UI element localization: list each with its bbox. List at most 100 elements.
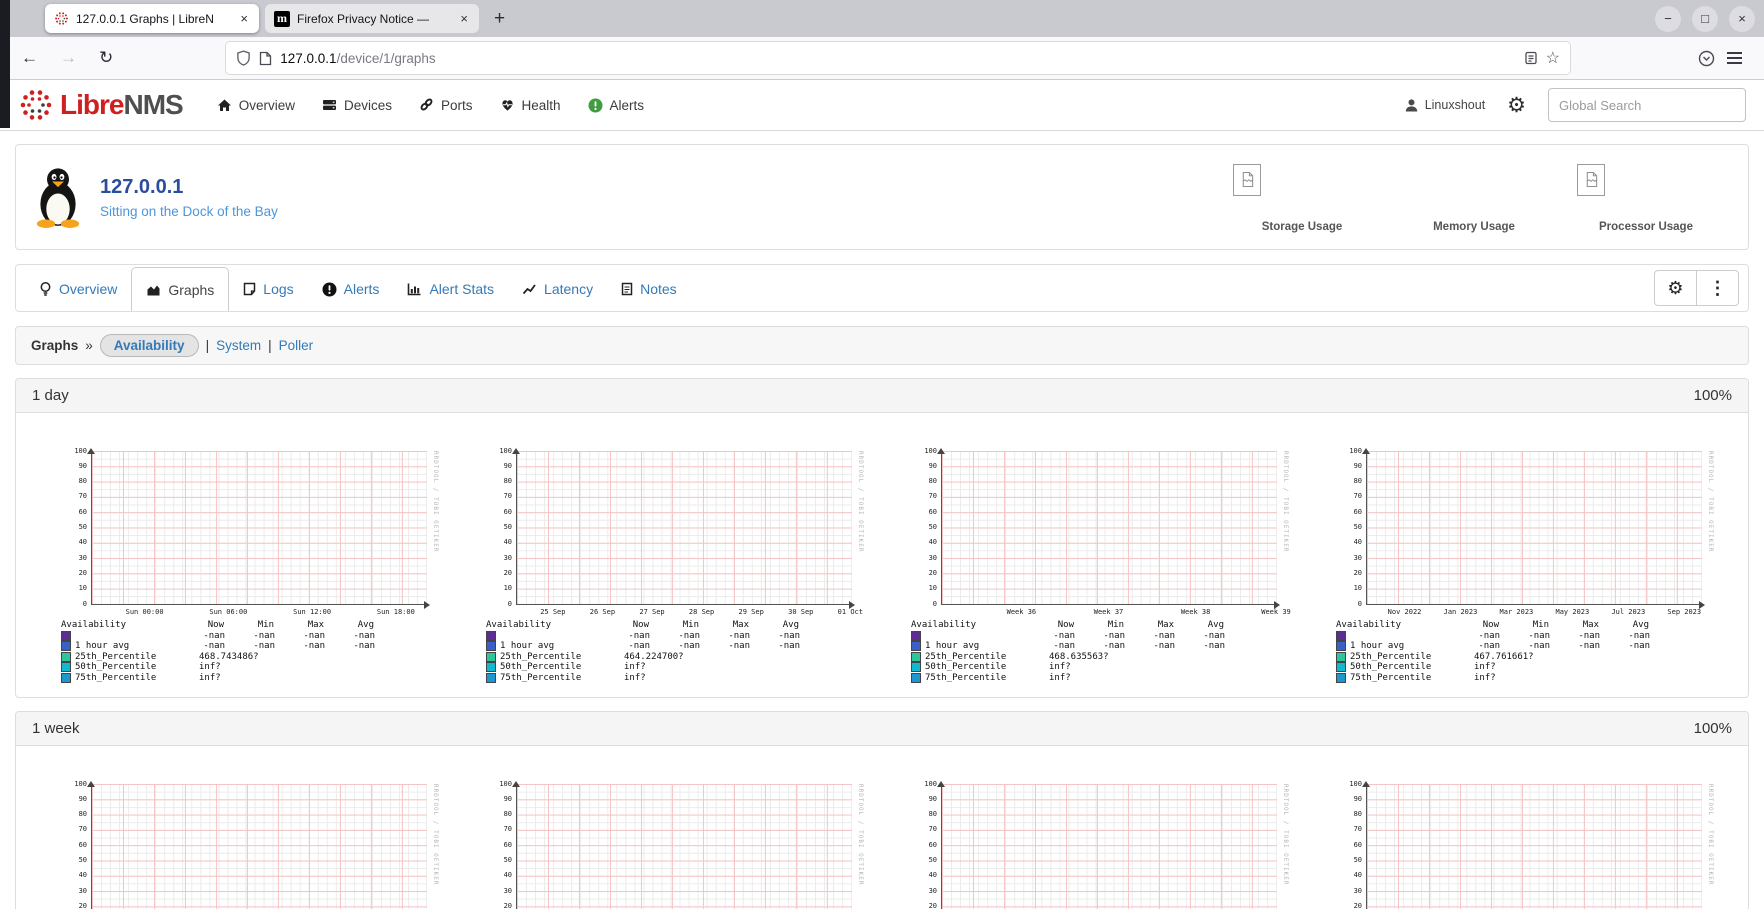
breadcrumb-selected-availability[interactable]: Availability bbox=[99, 334, 199, 357]
legend-header-cell: Now bbox=[1057, 620, 1074, 630]
legend-swatch bbox=[61, 662, 71, 673]
tab-graphs[interactable]: Graphs bbox=[131, 267, 230, 311]
y-tick-label: 30 bbox=[503, 886, 512, 895]
back-button[interactable]: ← bbox=[21, 48, 38, 67]
mini-graph-memory[interactable]: Memory Usage bbox=[1388, 162, 1560, 233]
section-availability-value: 100% bbox=[1693, 720, 1732, 737]
window-maximize-button[interactable]: □ bbox=[1692, 5, 1718, 32]
tab-close-icon[interactable]: × bbox=[240, 11, 248, 26]
breadcrumb-link-poller[interactable]: Poller bbox=[278, 338, 314, 353]
legend-row: 1 hour avg -nan -nan -nan -nan bbox=[911, 641, 1291, 652]
graph-settings-button[interactable]: ⚙ bbox=[1654, 270, 1696, 306]
mini-graph-storage[interactable]: Storage Usage bbox=[1216, 162, 1388, 233]
tab-alert-stats[interactable]: Alert Stats bbox=[393, 267, 508, 311]
tab-overview[interactable]: Overview bbox=[25, 267, 131, 311]
user-menu[interactable]: Linuxshout bbox=[1404, 98, 1485, 113]
y-tick-label: 70 bbox=[1353, 825, 1362, 834]
browser-tab-librenms[interactable]: 127.0.0.1 Graphs | LibreN × bbox=[45, 4, 259, 33]
bookmark-star-icon[interactable]: ☆ bbox=[1545, 50, 1560, 67]
y-tick-label: 70 bbox=[928, 825, 937, 834]
y-tick-label: 100 bbox=[1349, 779, 1362, 788]
nav-label: Ports bbox=[440, 97, 473, 113]
y-tick-label: 60 bbox=[928, 840, 937, 849]
nav-item-ports[interactable]: Ports bbox=[419, 98, 473, 113]
browser-tab-privacy-notice[interactable]: m Firefox Privacy Notice — × bbox=[265, 4, 479, 33]
section-title: 1 day bbox=[32, 387, 69, 404]
tab-notes[interactable]: Notes bbox=[607, 267, 691, 311]
settings-gear-icon[interactable]: ⚙ bbox=[1507, 93, 1526, 117]
nav-item-overview[interactable]: Overview bbox=[217, 98, 295, 113]
graphs-breadcrumb: Graphs » Availability | System | Poller bbox=[15, 326, 1749, 365]
y-tick-label: 100 bbox=[74, 446, 87, 455]
legend-value: -nan bbox=[1628, 630, 1650, 641]
x-tick-label: May 2023 bbox=[1555, 608, 1590, 616]
tab-label: Overview bbox=[59, 281, 118, 297]
y-tick-label: 30 bbox=[503, 553, 512, 562]
nav-item-alerts[interactable]: Alerts bbox=[588, 98, 644, 113]
global-search-input[interactable] bbox=[1548, 88, 1746, 122]
nav-item-devices[interactable]: Devices bbox=[322, 98, 392, 113]
legend-swatch bbox=[1336, 662, 1346, 673]
tab-logs[interactable]: Logs bbox=[229, 267, 307, 311]
legend-row: 1 hour avg -nan -nan -nan -nan bbox=[486, 641, 866, 652]
tab-actions-group: ⚙ ⋮ bbox=[1654, 265, 1739, 311]
mini-graph-processor[interactable]: Processor Usage bbox=[1560, 162, 1732, 233]
window-close-button[interactable]: × bbox=[1729, 5, 1755, 32]
x-tick-label: Jul 2023 bbox=[1611, 608, 1646, 616]
tab-alerts[interactable]: Alerts bbox=[308, 267, 394, 311]
mini-graph-label: Storage Usage bbox=[1261, 220, 1343, 233]
url-bar[interactable]: 127.0.0.1/device/1/graphs ☆ bbox=[226, 42, 1570, 74]
legend-value: -nan bbox=[1478, 630, 1500, 641]
nav-item-health[interactable]: Health bbox=[500, 98, 561, 113]
librenms-logo[interactable]: LibreNMS bbox=[18, 87, 184, 123]
url-path: /device/1/graphs bbox=[336, 50, 436, 66]
x-axis-labels: Nov 2022 Jan 2023 Mar 2023 May 2023 Jul 2023… bbox=[1366, 605, 1701, 617]
legend-value: -nan bbox=[628, 630, 650, 641]
x-tick-label: 29 Sep bbox=[738, 608, 764, 616]
tab-latency[interactable]: Latency bbox=[508, 267, 607, 311]
legend-value: -nan bbox=[353, 641, 375, 651]
reader-view-icon[interactable] bbox=[1524, 51, 1538, 65]
plot-area bbox=[937, 448, 1280, 609]
x-axis-labels: 25 Sep 26 Sep 27 Sep 28 Sep 29 Sep 30 Sep 01 O… bbox=[516, 605, 863, 617]
tab-close-icon[interactable]: × bbox=[460, 11, 468, 26]
legend-swatch bbox=[1336, 630, 1346, 641]
rrdtool-watermark: RRDTOOL / TOBI OETIKER bbox=[432, 784, 439, 886]
legend-value: -nan bbox=[1053, 641, 1075, 651]
breadcrumb-link-system[interactable]: System bbox=[216, 338, 262, 353]
page-info-icon[interactable] bbox=[259, 51, 272, 66]
more-options-button[interactable]: ⋮ bbox=[1696, 270, 1739, 306]
y-tick-label: 0 bbox=[1357, 599, 1362, 608]
forward-button[interactable]: → bbox=[60, 48, 77, 67]
window-minimize-button[interactable]: − bbox=[1655, 5, 1681, 32]
y-tick-label: 60 bbox=[78, 840, 87, 849]
legend-value: -nan bbox=[678, 630, 700, 641]
y-tick-label: 60 bbox=[503, 507, 512, 516]
x-tick-label: Week 39 bbox=[1261, 608, 1291, 616]
menu-hamburger-icon[interactable] bbox=[1715, 49, 1754, 67]
y-tick-label: 100 bbox=[1349, 446, 1362, 455]
rrdtool-watermark: RRDTOOL / TOBI OETIKER bbox=[857, 784, 864, 886]
new-tab-button[interactable]: + bbox=[494, 7, 506, 29]
plot-area bbox=[512, 448, 855, 609]
y-tick-label: 0 bbox=[82, 599, 87, 608]
reload-button[interactable]: ↻ bbox=[99, 48, 114, 67]
legend-row: 50th_Percentile inf? bbox=[911, 662, 1291, 673]
plot-area bbox=[1362, 781, 1702, 909]
x-tick-label: 30 Sep bbox=[788, 608, 814, 616]
pocket-icon[interactable] bbox=[1698, 50, 1715, 67]
legend-value: -nan bbox=[778, 630, 800, 641]
shield-icon[interactable] bbox=[236, 50, 251, 66]
tab-label: Latency bbox=[544, 281, 594, 297]
